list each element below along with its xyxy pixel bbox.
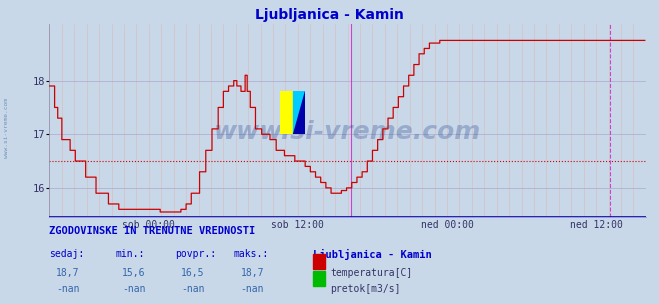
Text: min.:: min.: — [115, 249, 145, 259]
Text: www.si-vreme.com: www.si-vreme.com — [214, 120, 481, 144]
Bar — [293, 91, 305, 134]
Text: 15,6: 15,6 — [122, 268, 146, 278]
Text: www.si-vreme.com: www.si-vreme.com — [4, 98, 9, 158]
Text: sedaj:: sedaj: — [49, 249, 84, 259]
Text: 16,5: 16,5 — [181, 268, 205, 278]
Text: -nan: -nan — [241, 284, 264, 294]
Text: ZGODOVINSKE IN TRENUTNE VREDNOSTI: ZGODOVINSKE IN TRENUTNE VREDNOSTI — [49, 226, 256, 237]
Text: Ljubljanica - Kamin: Ljubljanica - Kamin — [255, 8, 404, 22]
Polygon shape — [293, 91, 305, 134]
Text: maks.:: maks.: — [234, 249, 269, 259]
Bar — [280, 91, 293, 134]
Text: -nan: -nan — [122, 284, 146, 294]
Text: 18,7: 18,7 — [56, 268, 80, 278]
Text: 18,7: 18,7 — [241, 268, 264, 278]
Text: Ljubljanica - Kamin: Ljubljanica - Kamin — [313, 249, 432, 260]
Text: povpr.:: povpr.: — [175, 249, 215, 259]
Text: -nan: -nan — [181, 284, 205, 294]
Text: pretok[m3/s]: pretok[m3/s] — [330, 284, 401, 294]
Text: -nan: -nan — [56, 284, 80, 294]
Text: temperatura[C]: temperatura[C] — [330, 268, 413, 278]
